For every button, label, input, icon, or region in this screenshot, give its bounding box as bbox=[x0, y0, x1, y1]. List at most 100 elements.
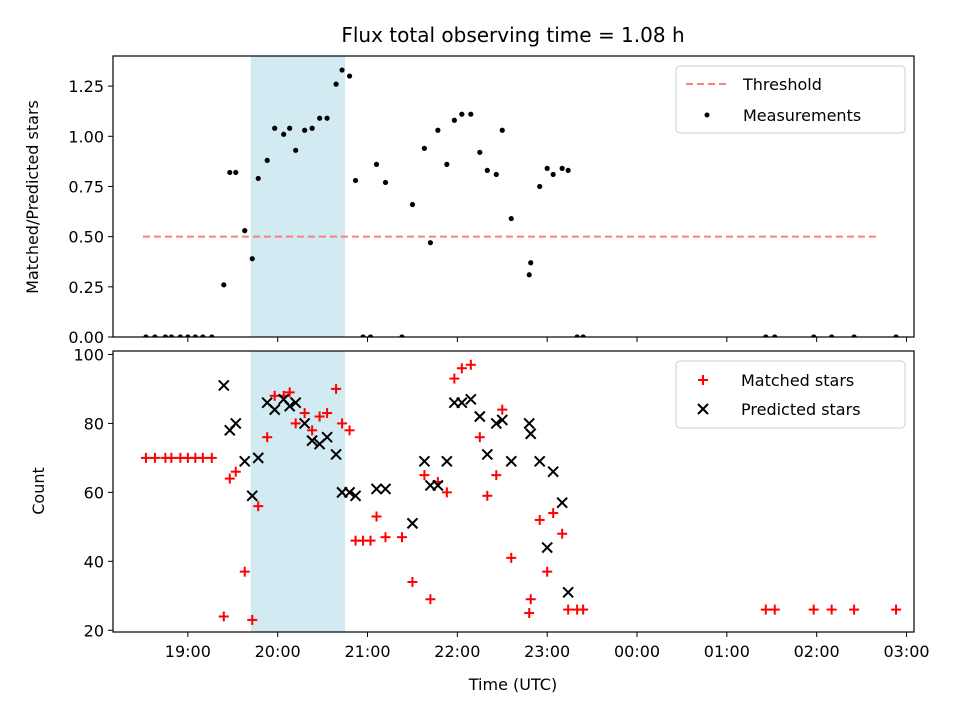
predicted-star-point bbox=[474, 410, 486, 423]
matched-star-point bbox=[506, 552, 517, 563]
measurement-point bbox=[550, 171, 556, 178]
x-tick-label-01-00: 01:00 bbox=[704, 642, 750, 661]
predicted-star-point bbox=[330, 448, 342, 461]
matched-star-point bbox=[525, 594, 536, 605]
matched-star-point bbox=[269, 390, 280, 401]
measurement-point bbox=[435, 127, 441, 133]
matched-star-point bbox=[247, 614, 258, 625]
matched-star-point bbox=[548, 508, 559, 519]
matched-star-point bbox=[140, 452, 151, 463]
matched-star-point bbox=[497, 404, 508, 415]
matched-star-point bbox=[425, 594, 436, 605]
predicted-star-point bbox=[230, 417, 242, 430]
matched-star-point bbox=[224, 473, 235, 484]
ratio-y-tick-label-1-25: 1.25 bbox=[68, 77, 104, 96]
x-axis-label: Time (UTC) bbox=[468, 675, 557, 694]
measurements-legend-swatch bbox=[704, 112, 710, 118]
ratio-y-axis-label: Matched/Predicted stars bbox=[23, 100, 42, 294]
x-tick-label-03-00: 03:00 bbox=[883, 642, 929, 661]
predicted-star-point bbox=[547, 465, 559, 478]
measurement-point bbox=[185, 334, 191, 337]
count-y-axis-label: Count bbox=[29, 467, 48, 515]
predicted-star-point bbox=[283, 400, 296, 412]
ratio-y-tick-label-1-00: 1.00 bbox=[68, 127, 104, 146]
measurement-point bbox=[233, 169, 239, 176]
predicted-star-point bbox=[298, 417, 311, 430]
predicted-star-point bbox=[406, 517, 419, 530]
matched-star-point bbox=[149, 452, 160, 463]
matched-star-point bbox=[474, 432, 485, 443]
count-legend: Matched stars Predicted stars bbox=[675, 360, 906, 429]
measurement-point bbox=[264, 157, 270, 163]
predicted-star-point bbox=[441, 455, 453, 468]
measurement-point bbox=[499, 127, 505, 133]
measurement-point bbox=[477, 149, 483, 155]
matched-star-point bbox=[849, 604, 860, 615]
x-tick-label-22-00: 22:00 bbox=[434, 642, 480, 661]
measurement-point bbox=[565, 167, 571, 174]
matched-star-point bbox=[284, 387, 295, 398]
matched-star-point bbox=[290, 418, 301, 429]
predicted-legend-label: Predicted stars bbox=[741, 400, 861, 419]
x-tick-label-23-00: 23:00 bbox=[524, 642, 570, 661]
matched-star-point bbox=[218, 611, 229, 622]
matched-star-point bbox=[344, 425, 355, 436]
matched-star-point bbox=[441, 487, 452, 498]
matched-star-point bbox=[239, 566, 250, 577]
matched-star-point bbox=[534, 514, 545, 525]
measurement-point bbox=[367, 334, 374, 337]
matched-star-point bbox=[262, 432, 273, 443]
predicted-star-point bbox=[246, 490, 258, 502]
measurement-point bbox=[459, 111, 465, 117]
predicted-star-point bbox=[505, 455, 517, 468]
predicted-star-point bbox=[370, 483, 383, 495]
measurement-point bbox=[763, 334, 769, 337]
matched-star-point bbox=[314, 411, 325, 422]
x-tick-label-00-00: 00:00 bbox=[614, 642, 660, 661]
measurement-point bbox=[508, 215, 514, 222]
measurement-point bbox=[409, 201, 416, 208]
measurement-point bbox=[360, 334, 366, 337]
measurement-point bbox=[346, 73, 353, 79]
matched-star-point bbox=[197, 452, 208, 463]
count-y-tick-label-100: 100 bbox=[73, 345, 104, 364]
measurement-point bbox=[177, 334, 183, 337]
count-y-tick-label-20: 20 bbox=[84, 621, 104, 640]
measurement-point bbox=[544, 165, 550, 171]
measurement-point bbox=[829, 334, 835, 337]
measurement-point bbox=[249, 256, 255, 262]
measurement-point bbox=[851, 334, 857, 337]
predicted-star-point bbox=[465, 393, 477, 405]
predicted-star-point bbox=[456, 397, 468, 409]
measurement-point bbox=[317, 115, 323, 121]
matched-star-point bbox=[206, 452, 217, 463]
measurement-point bbox=[168, 334, 174, 337]
matched-star-point bbox=[456, 363, 467, 374]
predicted-star-point bbox=[343, 486, 356, 499]
measurement-point bbox=[143, 334, 149, 337]
measurement-point bbox=[421, 145, 428, 151]
measurement-point bbox=[293, 147, 299, 153]
count-y-tick-label-80: 80 bbox=[84, 414, 104, 433]
ratio-shaded-region bbox=[250, 56, 346, 337]
matched-star-point bbox=[769, 604, 780, 615]
measurement-point bbox=[339, 67, 345, 73]
count-plot-frame bbox=[112, 350, 915, 633]
measurement-point bbox=[287, 125, 293, 131]
measurement-point bbox=[272, 125, 278, 131]
measurement-point bbox=[373, 161, 380, 167]
predicted-star-point bbox=[321, 431, 333, 443]
matched-star-point bbox=[365, 535, 376, 546]
predicted-star-point bbox=[268, 403, 281, 416]
predicted-star-point bbox=[289, 397, 302, 409]
ratio-y-tick-label-0-50: 0.50 bbox=[68, 228, 104, 247]
measurements-legend-label: Measurements bbox=[743, 106, 861, 125]
matched-star-point bbox=[542, 566, 553, 577]
ratio-panel: 0.00 0.25 0.50 0.75 1.00 1.25 Matched/Predict… bbox=[23, 55, 915, 347]
matched-star-point bbox=[578, 604, 589, 615]
x-tick-label-20-00: 20:00 bbox=[255, 642, 301, 661]
matched-star-point bbox=[322, 408, 333, 419]
measurement-point bbox=[772, 334, 778, 337]
measurement-point bbox=[192, 334, 198, 337]
